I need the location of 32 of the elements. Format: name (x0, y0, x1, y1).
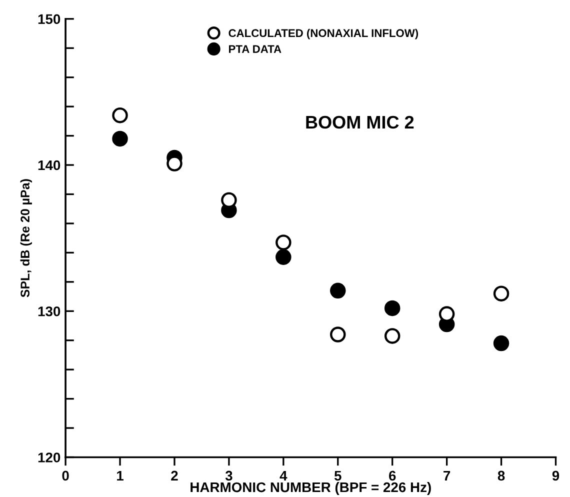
legend-label: PTA DATA (229, 45, 282, 53)
annotation: BOOM MIC 2 (306, 116, 414, 129)
point (221, 192, 237, 208)
y-tick-label: 140 (38, 160, 60, 170)
point (493, 286, 510, 302)
point (112, 107, 128, 124)
y-tick-label: 130 (38, 306, 60, 316)
x-tick-label: 2 (171, 470, 178, 480)
x-axis-title: HARMONIC NUMBER (BPF = 226 Hz) (190, 482, 431, 495)
y-tick-label: 120 (38, 452, 60, 462)
point (276, 249, 292, 265)
point (384, 300, 400, 316)
legend-label: CALCULATED (NONAXIAL INFLOW) (228, 28, 418, 40)
point (384, 328, 400, 344)
point (330, 282, 346, 299)
x-tick-label: 0 (62, 470, 69, 481)
x-tick-label: 9 (552, 470, 560, 481)
y-tick-label: 150 (38, 14, 60, 24)
y-axis-title: SPL, dB (Re 20 µPa) (20, 179, 32, 298)
x-tick-label: 8 (498, 470, 505, 481)
x-tick-label: 4 (280, 470, 288, 480)
x-tick-label: 3 (225, 470, 232, 481)
point (276, 234, 292, 250)
x-tick-label: 1 (117, 470, 124, 480)
point (330, 326, 346, 342)
point (112, 130, 128, 147)
point (438, 306, 455, 322)
point (493, 335, 510, 352)
x-tick-label: 5 (334, 470, 342, 481)
x-tick-label: 6 (388, 470, 396, 481)
point (166, 156, 182, 172)
x-tick-label: 7 (444, 470, 450, 480)
